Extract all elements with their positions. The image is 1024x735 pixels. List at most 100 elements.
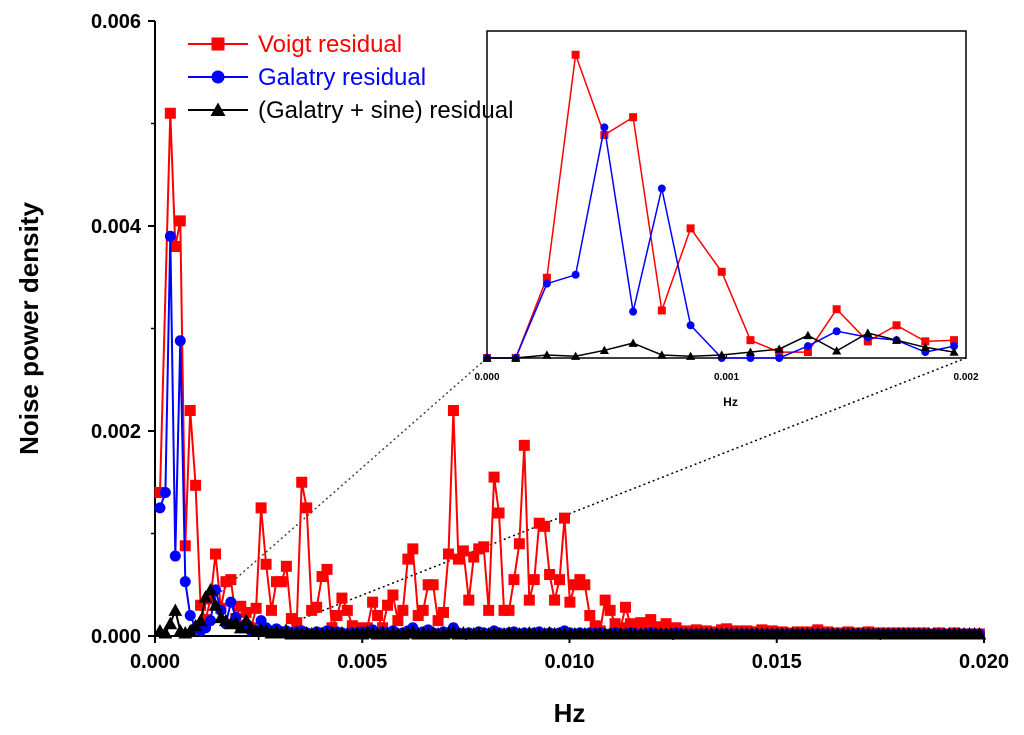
legend-marker bbox=[211, 70, 225, 84]
inset-data-point bbox=[832, 327, 841, 336]
data-point bbox=[437, 606, 449, 618]
inset-data-point bbox=[657, 350, 667, 359]
data-point bbox=[402, 553, 414, 565]
data-point bbox=[554, 574, 566, 586]
legend-item: Galatry residual bbox=[188, 64, 426, 91]
data-point bbox=[463, 594, 475, 606]
data-point bbox=[184, 405, 196, 416]
data-point bbox=[250, 602, 262, 614]
data-point bbox=[205, 593, 217, 605]
data-point bbox=[387, 589, 399, 601]
data-point bbox=[301, 502, 313, 514]
legend-marker bbox=[210, 102, 226, 116]
legend-label: Galatry residual bbox=[258, 64, 426, 91]
inset-data-point bbox=[542, 279, 551, 288]
inset-data-point bbox=[949, 347, 959, 356]
data-point bbox=[341, 604, 353, 616]
data-point bbox=[260, 558, 272, 570]
inset-data-point bbox=[803, 342, 812, 351]
data-point bbox=[442, 548, 454, 560]
inset-data-point bbox=[657, 184, 666, 193]
inset-data-point bbox=[803, 330, 813, 340]
inset-data-point bbox=[921, 337, 930, 346]
inset-series-triangle bbox=[482, 328, 959, 362]
data-point bbox=[198, 590, 213, 603]
data-point bbox=[584, 610, 596, 621]
y-tick-label: 0.002 bbox=[91, 421, 141, 443]
zoom-line-right bbox=[270, 357, 967, 632]
data-point bbox=[311, 601, 323, 613]
data-point bbox=[255, 502, 267, 514]
inset-data-point bbox=[863, 328, 873, 337]
inset-x-axis-title: Hz bbox=[723, 395, 738, 409]
data-point bbox=[291, 617, 303, 629]
data-point bbox=[195, 599, 207, 611]
data-point bbox=[493, 507, 505, 519]
inset-data-point bbox=[832, 305, 841, 314]
inset-data-point bbox=[571, 50, 580, 59]
inset-data-point bbox=[746, 354, 755, 362]
data-point bbox=[452, 553, 464, 565]
data-point bbox=[159, 487, 171, 498]
data-point bbox=[645, 614, 657, 626]
data-point bbox=[169, 550, 181, 562]
inset-data-point bbox=[920, 342, 930, 351]
data-point bbox=[235, 600, 247, 612]
data-point bbox=[174, 335, 186, 347]
data-point bbox=[372, 610, 384, 621]
legend-label: (Galatry + sine) residual bbox=[258, 97, 513, 124]
data-point bbox=[599, 594, 611, 606]
data-point bbox=[163, 616, 178, 630]
x-tick-label: 0.015 bbox=[752, 651, 802, 673]
x-tick-label: 0.010 bbox=[544, 651, 594, 673]
x-tick-label: 0.020 bbox=[959, 651, 1009, 673]
inset-plot: 0.000 0.001 0.002 Hz bbox=[474, 30, 979, 409]
inset-data-point bbox=[686, 321, 695, 330]
inset-data-point bbox=[803, 348, 812, 357]
axis-labels: 0.000 0.005 0.010 0.015 0.020 0.000 0.002 0.004… bbox=[14, 11, 1009, 728]
data-point bbox=[205, 615, 217, 627]
inset-data-point bbox=[950, 342, 959, 351]
data-point bbox=[164, 230, 176, 242]
data-point bbox=[190, 479, 202, 491]
legend: Voigt residual Galatry residual (Galatry +… bbox=[188, 31, 513, 124]
y-tick-label: 0.006 bbox=[91, 11, 141, 33]
data-point bbox=[296, 476, 308, 488]
data-point bbox=[233, 620, 248, 634]
data-point bbox=[240, 606, 252, 618]
inset-data-point bbox=[745, 347, 756, 356]
data-point bbox=[488, 471, 500, 483]
inset-data-point bbox=[542, 350, 552, 359]
inset-data-point bbox=[571, 270, 580, 279]
data-point bbox=[539, 520, 551, 532]
inset-data-point bbox=[685, 351, 696, 360]
data-point bbox=[549, 594, 561, 606]
data-point bbox=[660, 618, 672, 630]
data-point bbox=[208, 598, 223, 611]
data-point bbox=[158, 626, 173, 639]
data-point bbox=[382, 599, 394, 611]
legend-marker bbox=[211, 37, 225, 51]
data-point bbox=[367, 596, 379, 608]
data-point bbox=[483, 604, 495, 616]
data-point bbox=[468, 551, 480, 563]
inset-data-point bbox=[774, 344, 784, 353]
x-axis-title: Hz bbox=[554, 698, 586, 728]
data-point bbox=[265, 604, 277, 616]
inset-x-tick-label: 0.001 bbox=[714, 372, 739, 383]
data-point bbox=[275, 576, 287, 588]
data-point bbox=[579, 579, 591, 591]
data-point bbox=[203, 582, 218, 596]
inset-data-point bbox=[863, 337, 872, 346]
inset-x-tick-label: 0.000 bbox=[474, 372, 499, 383]
data-point bbox=[174, 215, 186, 227]
data-point bbox=[518, 439, 530, 451]
data-point bbox=[169, 241, 181, 252]
data-point bbox=[447, 405, 459, 416]
data-point bbox=[397, 604, 409, 616]
inset-frame bbox=[486, 30, 967, 359]
data-point bbox=[417, 604, 429, 616]
data-point bbox=[523, 594, 535, 606]
inset-data-point bbox=[600, 123, 609, 132]
inset-data-point bbox=[482, 353, 492, 362]
